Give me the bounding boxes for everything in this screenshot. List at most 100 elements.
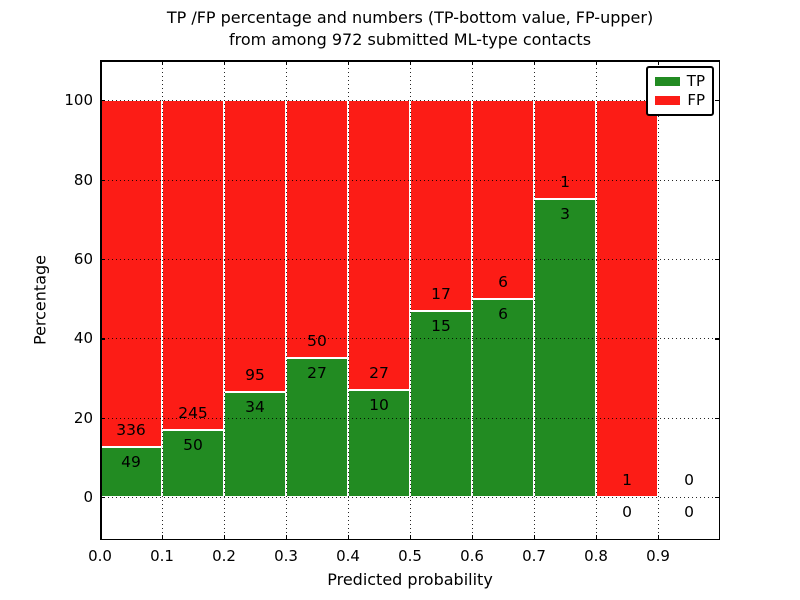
x-tick-mark bbox=[534, 60, 536, 65]
bar-segment-fp bbox=[224, 100, 286, 393]
x-gridline bbox=[472, 60, 473, 540]
x-gridline bbox=[348, 60, 349, 540]
x-tick-label: 0.8 bbox=[584, 547, 608, 565]
bar-count-label-fp: 1 bbox=[622, 471, 632, 490]
x-tick-label: 0.1 bbox=[150, 547, 174, 565]
bar-count-label-tp: 6 bbox=[498, 304, 508, 323]
x-tick-mark bbox=[596, 535, 598, 540]
bar-count-label-fp: 95 bbox=[245, 366, 265, 385]
x-tick-mark bbox=[286, 60, 288, 65]
x-tick-mark bbox=[472, 535, 474, 540]
bar-count-label-fp: 17 bbox=[431, 284, 451, 303]
x-gridline bbox=[410, 60, 411, 540]
x-tick-mark bbox=[224, 60, 226, 65]
y-tick-mark bbox=[715, 258, 720, 261]
y-tick-mark bbox=[100, 497, 105, 499]
x-tick-mark bbox=[410, 535, 412, 540]
x-tick-label: 0.2 bbox=[212, 547, 236, 565]
y-tick-label: 100 bbox=[64, 91, 93, 110]
bar-segment-fp bbox=[410, 100, 472, 311]
legend-swatch-fp-icon bbox=[655, 96, 680, 105]
legend-entry-tp: TP bbox=[655, 72, 705, 91]
chart-title-line1: TP /FP percentage and numbers (TP-bottom… bbox=[166, 8, 654, 27]
y-tick-label: 20 bbox=[73, 408, 93, 427]
y-tick-mark bbox=[100, 417, 105, 419]
y-tick-mark bbox=[100, 179, 105, 181]
bar-count-label-fp: 336 bbox=[116, 420, 146, 439]
y-tick-mark bbox=[715, 179, 720, 181]
bar-count-label-fp: 50 bbox=[307, 331, 327, 350]
x-gridline bbox=[658, 60, 659, 540]
x-tick-mark bbox=[534, 535, 536, 540]
x-tick-mark bbox=[658, 60, 660, 65]
legend-swatch-tp-icon bbox=[655, 77, 680, 86]
bar-segment-fp bbox=[286, 100, 348, 358]
bar-count-label-fp: 0 bbox=[684, 471, 694, 490]
x-tick-mark bbox=[658, 535, 660, 540]
legend: TP FP bbox=[646, 66, 714, 116]
bar-count-label-tp: 0 bbox=[622, 503, 632, 522]
chart-title: TP /FP percentage and numbers (TP-bottom… bbox=[100, 7, 720, 51]
bar-segment-tp bbox=[162, 429, 224, 498]
bar-count-label-tp: 0 bbox=[684, 503, 694, 522]
y-tick-mark bbox=[715, 338, 720, 340]
x-tick-label: 0.7 bbox=[522, 547, 546, 565]
x-tick-mark bbox=[348, 535, 350, 540]
bar-count-label-tp: 34 bbox=[245, 398, 265, 417]
bar-count-label-fp: 1 bbox=[560, 173, 570, 192]
bar-segment-fp bbox=[534, 100, 596, 200]
bar-segment-fp bbox=[162, 100, 224, 430]
x-tick-mark bbox=[162, 60, 164, 65]
x-axis-label: Predicted probability bbox=[327, 570, 493, 589]
x-tick-label: 0.4 bbox=[336, 547, 360, 565]
y-tick-mark bbox=[100, 338, 105, 340]
x-tick-mark bbox=[162, 535, 164, 540]
legend-entry-fp: FP bbox=[655, 91, 705, 110]
bar-segment-tp bbox=[534, 199, 596, 498]
x-gridline bbox=[286, 60, 287, 540]
x-tick-label: 0.5 bbox=[398, 547, 422, 565]
bar-segment-fp bbox=[596, 100, 658, 498]
y-tick-label: 80 bbox=[73, 170, 93, 189]
bar-segment-tp bbox=[100, 446, 162, 498]
bar-segment-tp bbox=[472, 298, 534, 498]
y-tick-mark bbox=[715, 100, 720, 102]
y-tick-mark bbox=[715, 417, 720, 419]
x-tick-mark bbox=[286, 535, 288, 540]
y-tick-label: 60 bbox=[73, 249, 93, 268]
x-tick-label: 0.9 bbox=[646, 547, 670, 565]
bar-count-label-tp: 15 bbox=[431, 316, 451, 335]
legend-label-fp: FP bbox=[687, 91, 705, 109]
bar-count-label-fp: 27 bbox=[369, 363, 389, 382]
chart-title-line2: from among 972 submitted ML-type contact… bbox=[228, 30, 592, 49]
right-spine bbox=[718, 60, 720, 540]
x-tick-mark bbox=[410, 60, 412, 65]
x-tick-mark bbox=[224, 535, 226, 540]
x-tick-mark bbox=[472, 60, 474, 65]
bar-count-label-tp: 3 bbox=[560, 205, 570, 224]
x-tick-mark bbox=[596, 60, 598, 65]
bar-segment-tp bbox=[348, 389, 410, 498]
x-gridline bbox=[162, 60, 163, 540]
bar-segment-fp bbox=[348, 100, 410, 390]
y-tick-mark bbox=[100, 258, 105, 261]
bar-count-label-tp: 27 bbox=[307, 363, 327, 382]
bar-count-label-tp: 50 bbox=[183, 435, 203, 454]
y-tick-mark bbox=[100, 100, 105, 102]
x-tick-label: 0.0 bbox=[88, 547, 112, 565]
y-tick-label: 40 bbox=[73, 329, 93, 348]
left-spine bbox=[100, 60, 102, 540]
bar-count-label-fp: 6 bbox=[498, 272, 508, 291]
x-tick-label: 0.6 bbox=[460, 547, 484, 565]
bar-segment-fp bbox=[472, 100, 534, 299]
bar-count-label-fp: 245 bbox=[178, 403, 208, 422]
x-gridline bbox=[534, 60, 535, 540]
bar-segment-fp bbox=[100, 100, 162, 447]
legend-label-tp: TP bbox=[686, 72, 705, 90]
x-gridline bbox=[596, 60, 597, 540]
x-tick-mark bbox=[348, 60, 350, 65]
bar-count-label-tp: 10 bbox=[369, 395, 389, 414]
bar-segment-tp bbox=[286, 357, 348, 498]
bar-count-label-tp: 49 bbox=[121, 452, 141, 471]
